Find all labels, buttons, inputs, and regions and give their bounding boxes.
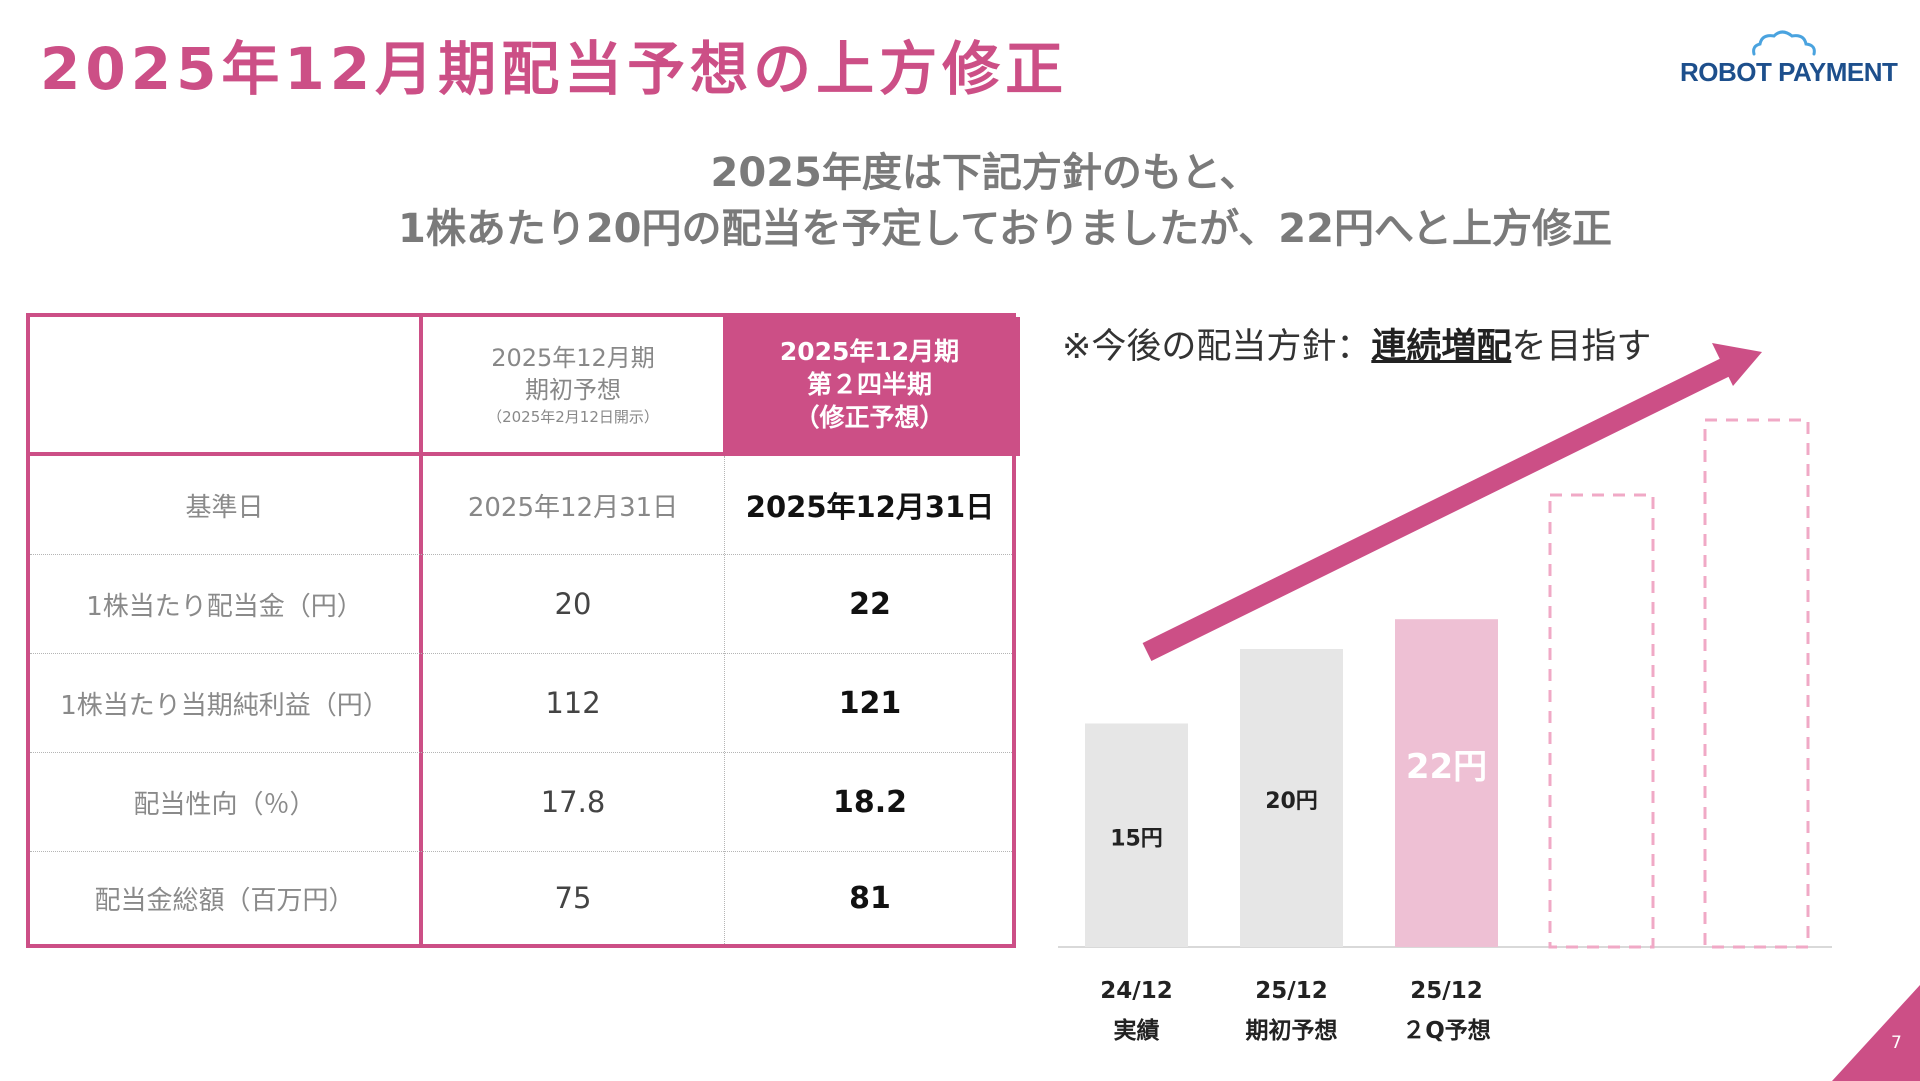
row-divider: [30, 653, 1012, 654]
row-initial-value: 17.8: [540, 785, 606, 819]
bar-value-label: 15円: [1110, 826, 1163, 851]
logo-text: ROBOT PAYMENT: [1680, 57, 1898, 87]
bar-value-label: 22円: [1406, 747, 1487, 787]
header-initial-line2: 期初予想: [525, 375, 621, 404]
row-revised-value: 2025年12月31日: [745, 490, 995, 524]
row-revised-value: 18.2: [832, 784, 908, 820]
cloud-icon: [1752, 30, 1816, 56]
page-number: 7: [1891, 1033, 1902, 1053]
dividend-policy-note: ※今後の配当方針：連続増配を目指す: [1062, 318, 1651, 369]
bar-3: [1395, 619, 1498, 947]
category-label: ２Q予想: [1402, 1018, 1491, 1044]
row-label: 配当金総額（百万円）: [94, 885, 355, 916]
bar-1: [1085, 723, 1188, 947]
header-revised-forecast: 2025年12月期 第２四半期 （修正予想）: [723, 317, 1016, 452]
trend-arrow-head: [1712, 343, 1762, 386]
robot-payment-logo: ROBOT PAYMENT: [1680, 30, 1898, 94]
row-divider: [30, 851, 1012, 852]
row-divider: [30, 554, 1012, 555]
policy-suffix: を目指す: [1511, 327, 1652, 367]
dividend-chart: 15円 24/12 実績 20円 25/12 期初予想 22円 25/12 ２Q予想: [1058, 343, 1832, 1044]
header-initial-line3: （2025年2月12日開示）: [487, 407, 659, 426]
bar-value-label: 20円: [1265, 789, 1318, 814]
row-label: 配当性向（％）: [133, 789, 316, 820]
subtitle-line-2: 1株あたり20円の配当を予定しておりましたが、22円へと上方修正: [398, 206, 1612, 252]
revised-header-background: [723, 317, 1020, 456]
header-initial-line1: 2025年12月期: [491, 343, 655, 372]
category-label: 25/12: [1410, 978, 1482, 1004]
header-revised-line2: 第２四半期: [806, 370, 932, 399]
row-initial-value: 20: [554, 587, 592, 621]
row-label: 1株当たり配当金（円）: [86, 591, 363, 622]
future-placeholder-bar: [1703, 418, 1810, 949]
header-revised-line3: （修正予想）: [794, 403, 945, 432]
dividend-table: 2025年12月期 期初予想 （2025年2月12日開示） 2025年12月期 …: [26, 313, 1020, 948]
page-title: 2025年12月期配当予想の上方修正: [40, 35, 1069, 103]
policy-emphasis: 連続増配: [1371, 327, 1512, 367]
row-initial-value: 2025年12月31日: [467, 492, 679, 523]
header-revised-line1: 2025年12月期: [779, 337, 960, 366]
trend-arrow-shaft: [1142, 351, 1745, 661]
policy-prefix: ※今後の配当方針：: [1062, 327, 1372, 367]
row-initial-value: 112: [545, 686, 601, 720]
row-label: 1株当たり当期純利益（円）: [60, 690, 389, 721]
page-corner-triangle: [1832, 985, 1920, 1081]
row-revised-value: 121: [838, 685, 902, 721]
table-header-divider: [30, 452, 1012, 456]
row-revised-value: 22: [849, 586, 891, 622]
bar-2: [1240, 649, 1343, 947]
row-initial-value: 75: [554, 881, 592, 915]
table-divider-dotted: [724, 456, 725, 944]
row-divider: [30, 752, 1012, 753]
table-divider: [419, 317, 423, 944]
category-label: 24/12: [1100, 978, 1172, 1004]
category-label: 25/12: [1255, 978, 1327, 1004]
future-placeholder-bar: [1548, 493, 1655, 949]
category-label: 実績: [1114, 1017, 1160, 1044]
category-label: 期初予想: [1246, 1017, 1338, 1044]
subtitle-line-1: 2025年度は下記方針のもと、: [710, 150, 1260, 196]
row-label: 基準日: [185, 492, 264, 523]
row-revised-value: 81: [849, 880, 891, 916]
header-initial-forecast: 2025年12月期 期初予想 （2025年2月12日開示）: [423, 317, 723, 452]
